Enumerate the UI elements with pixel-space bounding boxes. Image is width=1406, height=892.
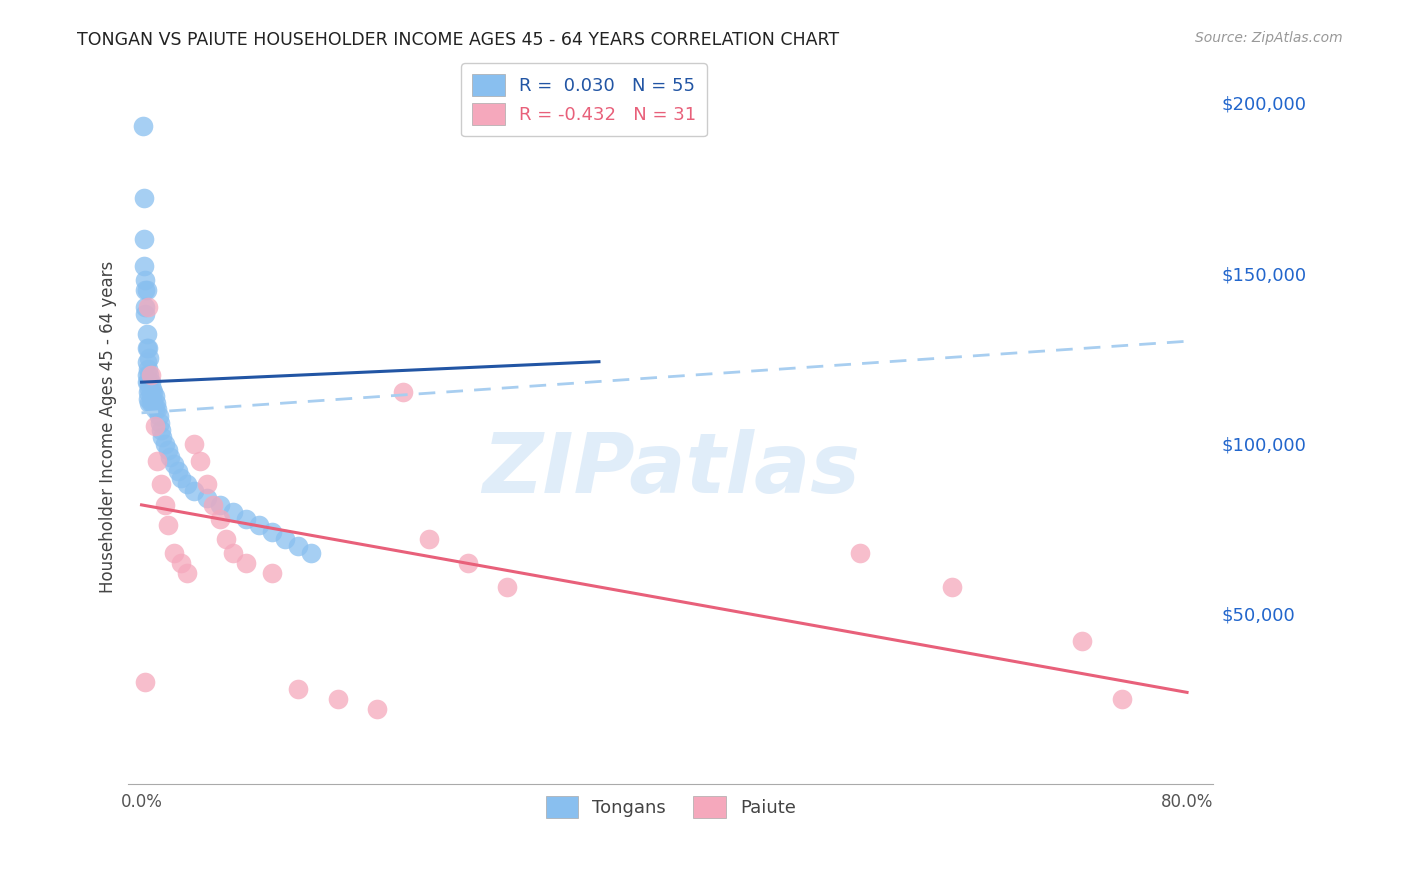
Point xyxy=(142,395,165,409)
Point xyxy=(143,419,166,434)
Point xyxy=(170,470,193,484)
Point xyxy=(262,525,284,540)
Point xyxy=(134,283,156,297)
Point xyxy=(142,385,165,400)
Point xyxy=(392,385,415,400)
Point xyxy=(208,498,231,512)
Point xyxy=(138,382,160,396)
Point xyxy=(134,259,156,273)
Point xyxy=(134,307,156,321)
Point xyxy=(163,546,186,560)
Point xyxy=(143,402,166,417)
Point xyxy=(141,382,163,396)
Point xyxy=(159,450,181,465)
Point xyxy=(287,539,309,553)
Point xyxy=(146,453,169,467)
Point xyxy=(135,341,157,355)
Point xyxy=(262,566,284,580)
Text: TONGAN VS PAIUTE HOUSEHOLDER INCOME AGES 45 - 64 YEARS CORRELATION CHART: TONGAN VS PAIUTE HOUSEHOLDER INCOME AGES… xyxy=(77,31,839,49)
Point xyxy=(195,491,218,505)
Point xyxy=(222,505,245,519)
Point xyxy=(136,341,159,355)
Point xyxy=(215,532,238,546)
Point xyxy=(149,416,172,430)
Point xyxy=(135,354,157,368)
Point xyxy=(301,546,323,560)
Point xyxy=(222,546,245,560)
Point xyxy=(457,556,479,570)
Point xyxy=(136,300,159,314)
Point xyxy=(1071,634,1094,648)
Point xyxy=(366,702,388,716)
Point xyxy=(188,453,211,467)
Point xyxy=(849,546,872,560)
Point xyxy=(235,556,257,570)
Point xyxy=(418,532,440,546)
Point xyxy=(145,395,167,409)
Point xyxy=(134,675,156,690)
Point xyxy=(202,498,225,512)
Point xyxy=(136,361,159,376)
Point xyxy=(176,477,198,491)
Point xyxy=(170,556,193,570)
Point xyxy=(1111,692,1133,706)
Point xyxy=(135,283,157,297)
Point xyxy=(153,436,176,450)
Point xyxy=(139,395,162,409)
Point xyxy=(156,518,179,533)
Legend: Tongans, Paiute: Tongans, Paiute xyxy=(538,789,803,825)
Point xyxy=(287,681,309,696)
Point xyxy=(235,511,257,525)
Point xyxy=(156,443,179,458)
Point xyxy=(134,232,156,246)
Point xyxy=(274,532,297,546)
Point xyxy=(150,423,173,437)
Text: Source: ZipAtlas.com: Source: ZipAtlas.com xyxy=(1195,31,1343,45)
Point xyxy=(153,498,176,512)
Point xyxy=(139,385,162,400)
Point xyxy=(141,392,163,407)
Point xyxy=(136,392,159,407)
Point xyxy=(183,436,205,450)
Point xyxy=(138,368,160,383)
Point xyxy=(136,385,159,400)
Point xyxy=(132,120,155,134)
Point xyxy=(167,464,190,478)
Point xyxy=(135,327,157,342)
Point xyxy=(208,511,231,525)
Point xyxy=(139,375,162,389)
Point xyxy=(139,368,162,383)
Point xyxy=(152,430,174,444)
Point xyxy=(134,191,156,205)
Point xyxy=(138,351,160,366)
Point xyxy=(150,477,173,491)
Point xyxy=(163,457,186,471)
Point xyxy=(135,375,157,389)
Point xyxy=(183,484,205,499)
Point xyxy=(146,402,169,417)
Point xyxy=(326,692,349,706)
Point xyxy=(134,273,156,287)
Point xyxy=(176,566,198,580)
Point xyxy=(148,409,170,424)
Point xyxy=(195,477,218,491)
Point xyxy=(138,395,160,409)
Point xyxy=(941,580,963,594)
Text: ZIPatlas: ZIPatlas xyxy=(482,429,859,510)
Point xyxy=(496,580,519,594)
Y-axis label: Householder Income Ages 45 - 64 years: Householder Income Ages 45 - 64 years xyxy=(100,260,117,592)
Point xyxy=(247,518,270,533)
Point xyxy=(135,368,157,383)
Point xyxy=(136,375,159,389)
Point xyxy=(143,389,166,403)
Point xyxy=(134,300,156,314)
